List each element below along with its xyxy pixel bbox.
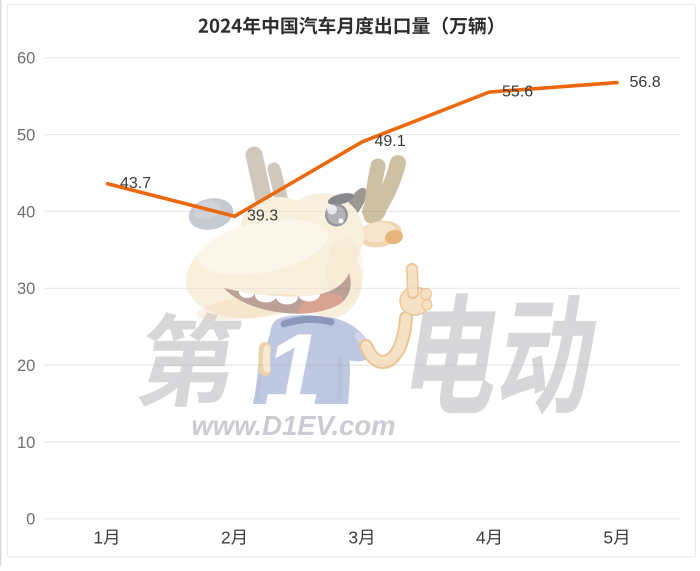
svg-text:30: 30 bbox=[17, 280, 35, 298]
svg-text:43.7: 43.7 bbox=[120, 175, 151, 192]
svg-text:3: 3 bbox=[348, 527, 358, 547]
svg-text:2: 2 bbox=[221, 527, 231, 547]
svg-text:49.1: 49.1 bbox=[375, 133, 406, 150]
svg-text:www.D1EV.com: www.D1EV.com bbox=[191, 410, 395, 441]
svg-text:0: 0 bbox=[26, 511, 35, 529]
svg-text:1: 1 bbox=[264, 313, 322, 429]
svg-text:10: 10 bbox=[17, 434, 35, 452]
svg-text:56.8: 56.8 bbox=[630, 74, 661, 91]
svg-text:50: 50 bbox=[17, 126, 35, 144]
svg-text:4: 4 bbox=[476, 527, 486, 547]
svg-text:39.3: 39.3 bbox=[247, 208, 278, 225]
svg-text:20: 20 bbox=[17, 357, 35, 375]
svg-text:5: 5 bbox=[603, 527, 613, 547]
svg-text:55.6: 55.6 bbox=[502, 83, 533, 100]
svg-text:40: 40 bbox=[17, 203, 35, 221]
svg-text:60: 60 bbox=[17, 50, 35, 68]
svg-text:1: 1 bbox=[93, 527, 103, 547]
